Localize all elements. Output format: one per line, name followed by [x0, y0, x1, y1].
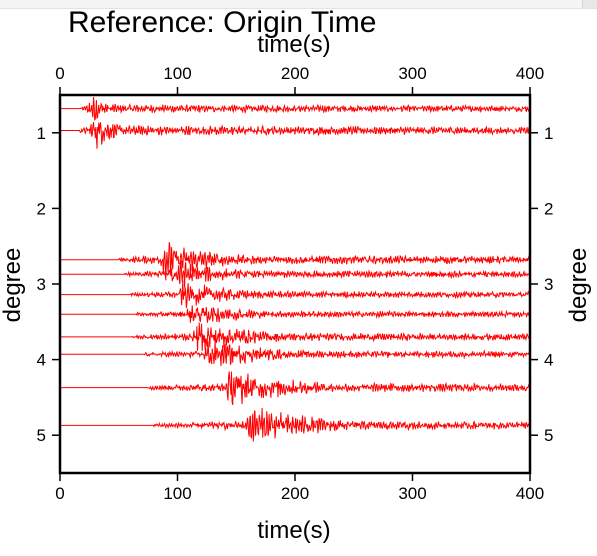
- x-tick-label-top: 0: [55, 64, 64, 83]
- y-tick-label-right: 1: [544, 124, 553, 143]
- seismogram-trace: [60, 305, 531, 323]
- y-tick-label-left: 3: [37, 275, 46, 294]
- x-tick-label-bottom: 100: [163, 484, 191, 503]
- y-axis-title-right: degree: [565, 248, 592, 323]
- y-tick-label-right: 3: [544, 275, 553, 294]
- seismogram-trace: [60, 280, 531, 308]
- x-tick-label-top: 300: [398, 64, 426, 83]
- seismogram-trace: [60, 371, 531, 406]
- y-tick-label-left: 2: [37, 199, 46, 218]
- y-tick-label-right: 5: [544, 426, 553, 445]
- x-tick-label-top: 400: [516, 64, 544, 83]
- ticks-layer: 0 0 100 100 200 200 300 300 400 400 1 1 2 2 3 3 4 4 5 5: [37, 64, 554, 503]
- browser-top-strip: [0, 0, 597, 9]
- seismogram-trace: [60, 339, 531, 367]
- x-tick-label-bottom: 400: [516, 484, 544, 503]
- x-tick-label-bottom: 200: [281, 484, 309, 503]
- y-tick-label-right: 2: [544, 199, 553, 218]
- y-tick-label-left: 4: [37, 351, 46, 370]
- seismogram-trace: [60, 241, 531, 281]
- seismogram-trace: [60, 96, 531, 121]
- y-axis-title-left: degree: [0, 248, 26, 323]
- y-tick-label-right: 4: [544, 351, 553, 370]
- x-tick-label-top: 200: [281, 64, 309, 83]
- seismogram-trace: [60, 322, 531, 351]
- x-axis-title-top: time(s): [257, 31, 330, 58]
- y-tick-label-left: 1: [37, 124, 46, 143]
- x-tick-label-top: 100: [163, 64, 191, 83]
- seismogram-trace: [60, 407, 531, 442]
- x-tick-label-bottom: 300: [398, 484, 426, 503]
- chart-title: Reference: Origin Time: [68, 6, 376, 39]
- plot-frame: [58, 93, 532, 475]
- traces-layer: [60, 96, 531, 442]
- y-tick-label-left: 5: [37, 426, 46, 445]
- x-tick-label-bottom: 0: [55, 484, 64, 503]
- seismogram-trace: [60, 122, 531, 149]
- x-axis-title-bottom: time(s): [257, 517, 330, 544]
- window-corner-control[interactable]: [582, 0, 597, 8]
- seismogram-trace: [60, 260, 531, 288]
